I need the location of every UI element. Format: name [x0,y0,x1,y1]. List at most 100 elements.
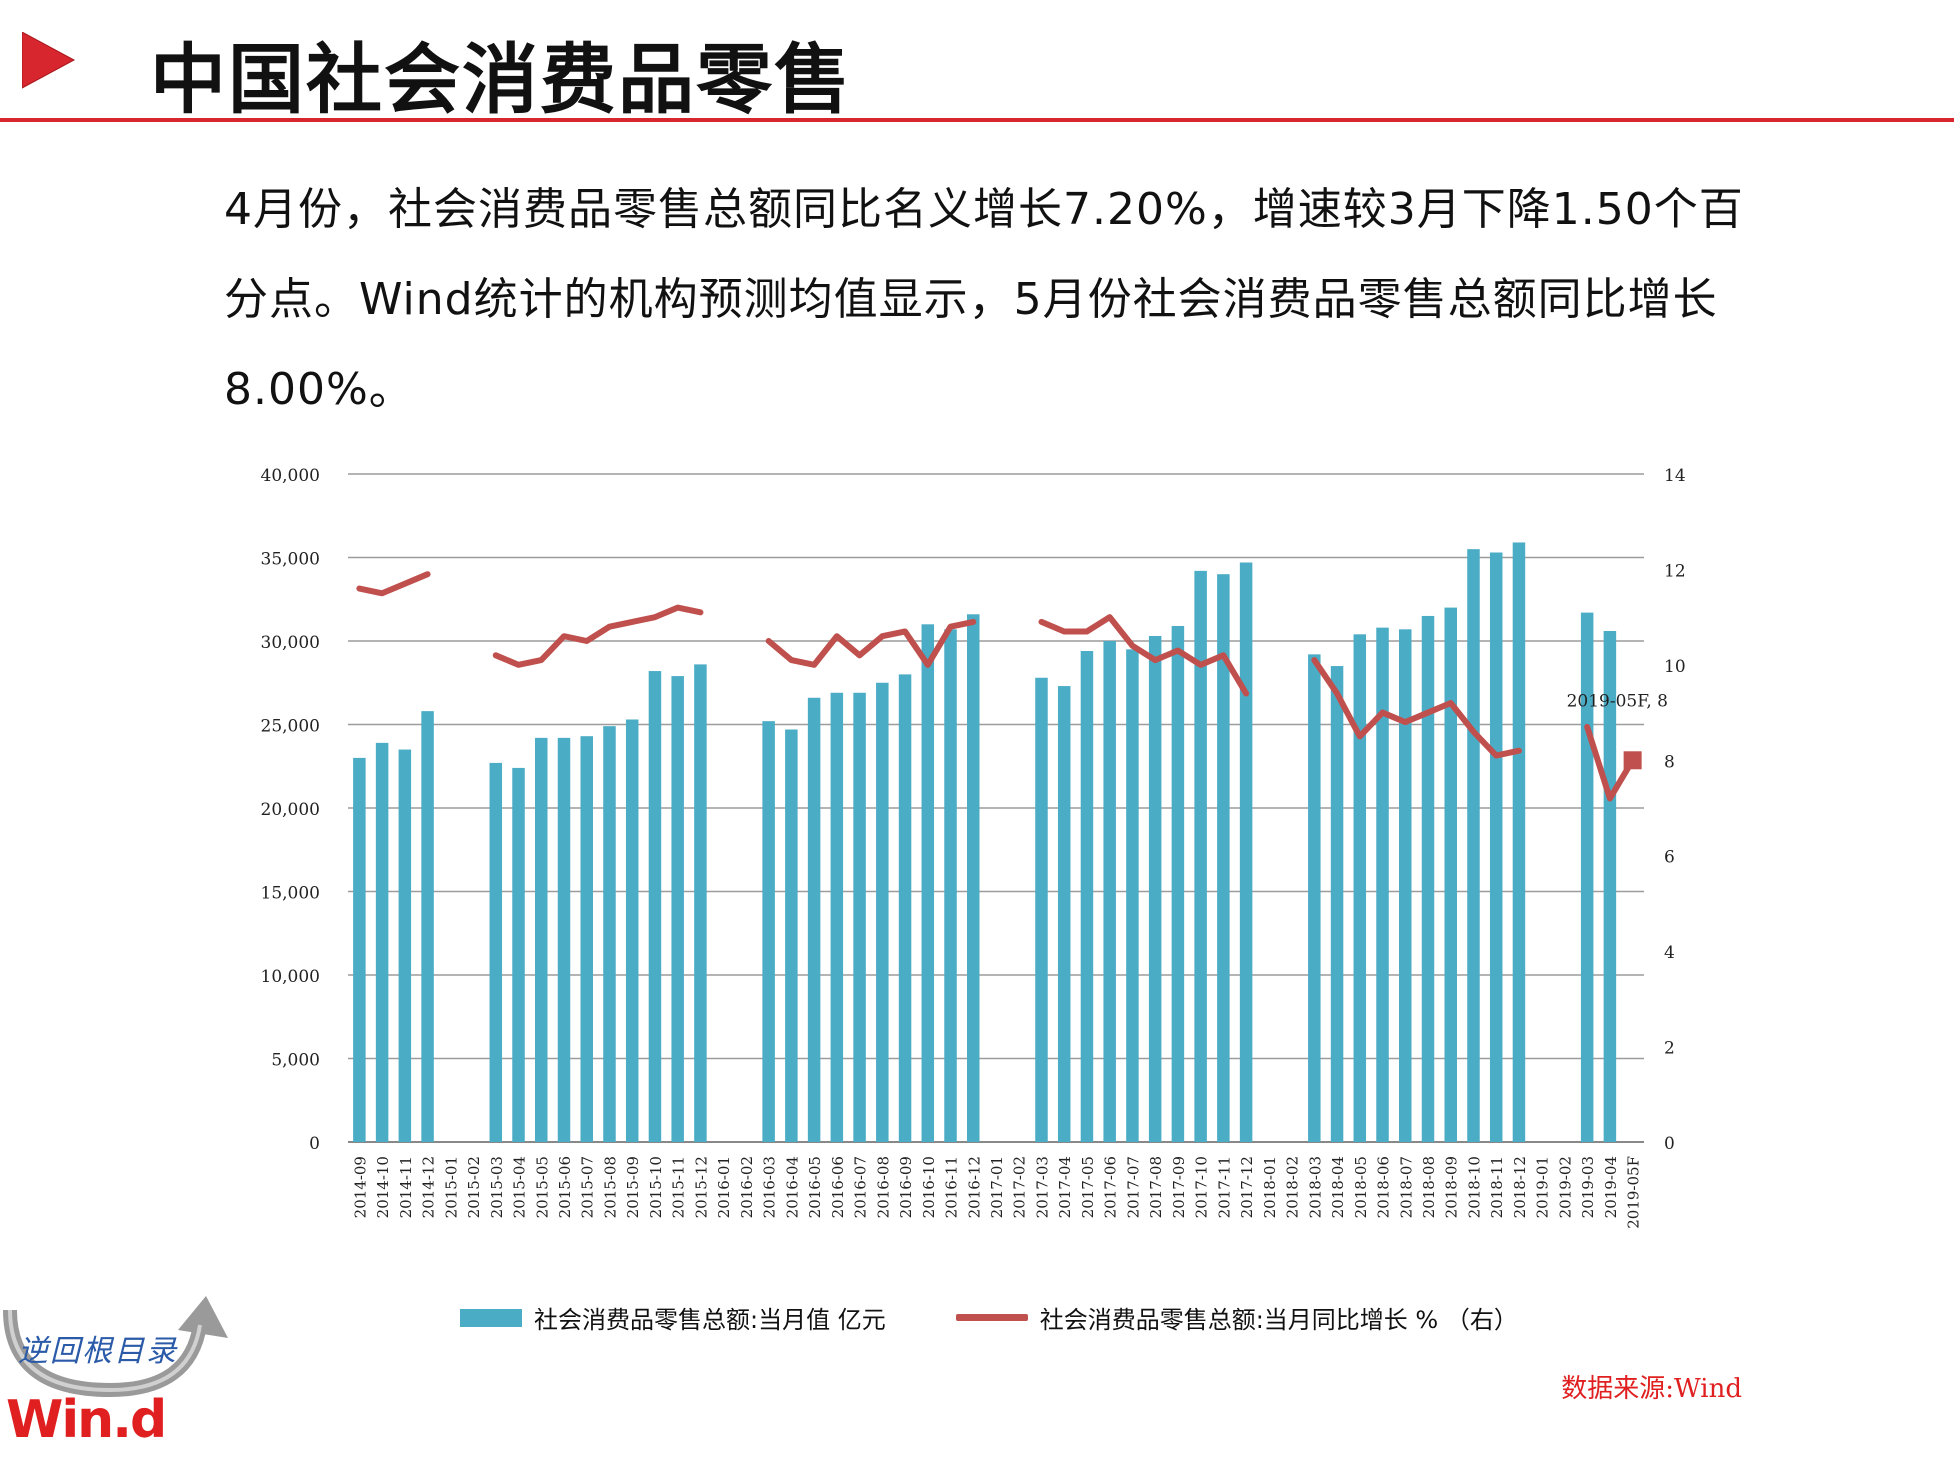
x-tick-label: 2019-03 [1579,1156,1597,1218]
bar [603,726,616,1142]
legend-label-line: 社会消费品零售总额:当月同比增长 % （右） [1039,1306,1518,1334]
logo-brand-text: Win.d [6,1390,167,1450]
bar [625,719,639,1142]
right-tick-label: 10 [1664,657,1686,677]
right-tick-label: 6 [1664,848,1675,868]
bar [830,692,844,1142]
left-tick-label: 30,000 [261,633,320,653]
bar [898,674,912,1142]
bar [1353,634,1367,1142]
x-tick-label: 2017-11 [1215,1156,1233,1218]
bar [398,749,412,1142]
x-tick-label: 2019-05F [1625,1156,1643,1229]
left-tick-label: 0 [309,1134,320,1154]
x-tick-label: 2016-02 [738,1156,756,1218]
right-tick-label: 14 [1664,466,1686,486]
x-tick-label: 2015-02 [465,1156,483,1218]
bar [1444,607,1457,1142]
x-tick-label: 2018-01 [1261,1156,1279,1218]
bar [921,624,935,1142]
right-tick-label: 12 [1664,561,1686,581]
right-tick-label: 0 [1664,1134,1675,1154]
x-tick-label: 2017-03 [1033,1156,1051,1218]
chart-legend: 社会消费品零售总额:当月值 亿元 社会消费品零售总额:当月同比增长 % （右） [460,1300,1588,1335]
left-tick-label: 40,000 [261,466,320,486]
x-tick-label: 2015-07 [579,1156,597,1218]
x-tick-label: 2014-12 [420,1156,438,1218]
left-tick-label: 5,000 [271,1051,320,1071]
bar [512,767,525,1142]
series-line-segment [1038,614,1250,697]
x-tick-label: 2017-10 [1193,1156,1211,1218]
forecast-annotation: 2019-05F, 8 [1567,691,1668,711]
x-tick-label: 2017-07 [1124,1156,1142,1218]
x-tick-label: 2014-09 [351,1156,369,1218]
x-tick-label: 2017-02 [1011,1156,1029,1218]
x-tick-label: 2015-04 [511,1156,529,1218]
return-arrow-icon [3,1296,228,1398]
x-tick-label: 2017-05 [1079,1156,1097,1218]
x-tick-label: 2016-03 [761,1156,779,1218]
bar [944,629,957,1142]
left-axis: 0 5,000 10,000 15,000 20,000 25,000 30,000 35,0… [261,466,320,1154]
x-tick-label: 2014-11 [397,1156,415,1218]
legend-item-bars: 社会消费品零售总额:当月值 亿元 [460,1300,886,1335]
x-tick-label: 2016-09 [897,1156,915,1218]
x-tick-label: 2016-01 [715,1156,733,1218]
right-tick-label: 4 [1664,943,1675,963]
legend-swatch-line [955,1314,1028,1321]
x-tick-label: 2014-10 [374,1156,392,1218]
legend-swatch-bars [460,1308,522,1327]
left-tick-label: 15,000 [261,884,320,904]
wind-logo[interactable]: 逆回根目录 Win.d [0,1280,240,1460]
bar [1103,641,1116,1142]
legend-label-bars: 社会消费品零售总额:当月值 亿元 [534,1306,886,1334]
x-axis: 2014-09 2014-10 2014-11 2014-12 2015-01 2015-… [351,1156,1642,1229]
bar [1467,549,1480,1142]
bar [876,682,889,1142]
bar [1148,635,1162,1142]
bar [535,737,548,1142]
x-tick-label: 2018-04 [1329,1156,1347,1218]
x-tick-label: 2015-11 [670,1156,688,1218]
x-tick-label: 2015-08 [601,1156,619,1218]
bar [489,762,503,1142]
intro-paragraph: 4月份，社会消费品零售总额同比名义增长7.20%，增速较3月下降1.50个百分点… [224,184,1744,415]
x-tick-label: 2018-11 [1488,1156,1506,1218]
page-title: 中国社会消费品零售 [150,35,852,124]
x-tick-label: 2015-05 [533,1156,551,1218]
logo-script-text: 逆回根目录 [18,1334,178,1369]
x-tick-label: 2018-07 [1397,1156,1415,1218]
data-source-note: 数据来源:Wind [1561,1374,1742,1404]
x-tick-label: 2015-09 [624,1156,642,1218]
header-divider [0,118,1954,122]
left-tick-label: 35,000 [261,550,320,570]
bar [1489,552,1503,1142]
x-tick-label: 2015-06 [556,1156,574,1218]
x-tick-label: 2016-08 [874,1156,892,1218]
bar [694,664,707,1142]
left-tick-label: 20,000 [261,800,320,820]
forecast-point [1623,751,1642,770]
bar [648,671,662,1142]
x-tick-label: 2018-08 [1420,1156,1438,1218]
bar [421,711,434,1142]
bar [375,742,389,1142]
series-line-segment [492,604,704,668]
series-line-segment [765,618,977,668]
bar [1194,570,1207,1142]
play-arrow-icon [22,32,76,89]
legend-item-line: 社会消费品零售总额:当月同比增长 % （右） [955,1300,1518,1335]
left-tick-label: 10,000 [261,967,320,987]
x-tick-label: 2017-01 [988,1156,1006,1218]
bar [1057,686,1071,1142]
bar [1171,625,1185,1142]
bar [1376,627,1389,1142]
bar [1239,562,1253,1142]
series-line-segment [1584,723,1636,802]
right-tick-label: 8 [1664,752,1675,772]
x-tick-label: 2018-03 [1306,1156,1324,1218]
x-tick-label: 2017-04 [1056,1156,1074,1218]
retail-sales-chart: 0 5,000 10,000 15,000 20,000 25,000 30,000 35,0… [261,466,1686,1229]
x-tick-label: 2016-05 [806,1156,824,1218]
